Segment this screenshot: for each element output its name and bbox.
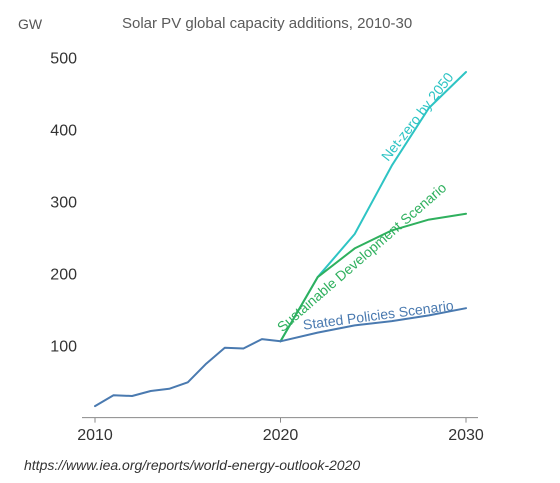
x-tick-label: 2010	[77, 427, 113, 444]
x-tick-label: 2030	[448, 427, 484, 444]
y-tick-label: 400	[50, 123, 77, 140]
x-tick-label: 2020	[263, 427, 299, 444]
y-tick-label: 100	[50, 339, 77, 356]
series-label: Stated Policies Scenario	[302, 297, 455, 333]
series-line-historical	[95, 339, 281, 406]
y-axis-ticks: 100 200 300 400 500	[50, 51, 77, 356]
x-axis-ticks: 2010 2020 2030	[77, 418, 484, 444]
source-url: https://www.iea.org/reports/world-energy…	[24, 457, 360, 473]
y-tick-label: 200	[50, 267, 77, 284]
series-label: Net-zero by 2050	[378, 69, 457, 164]
y-tick-label: 300	[50, 195, 77, 212]
y-tick-label: 500	[50, 51, 77, 68]
